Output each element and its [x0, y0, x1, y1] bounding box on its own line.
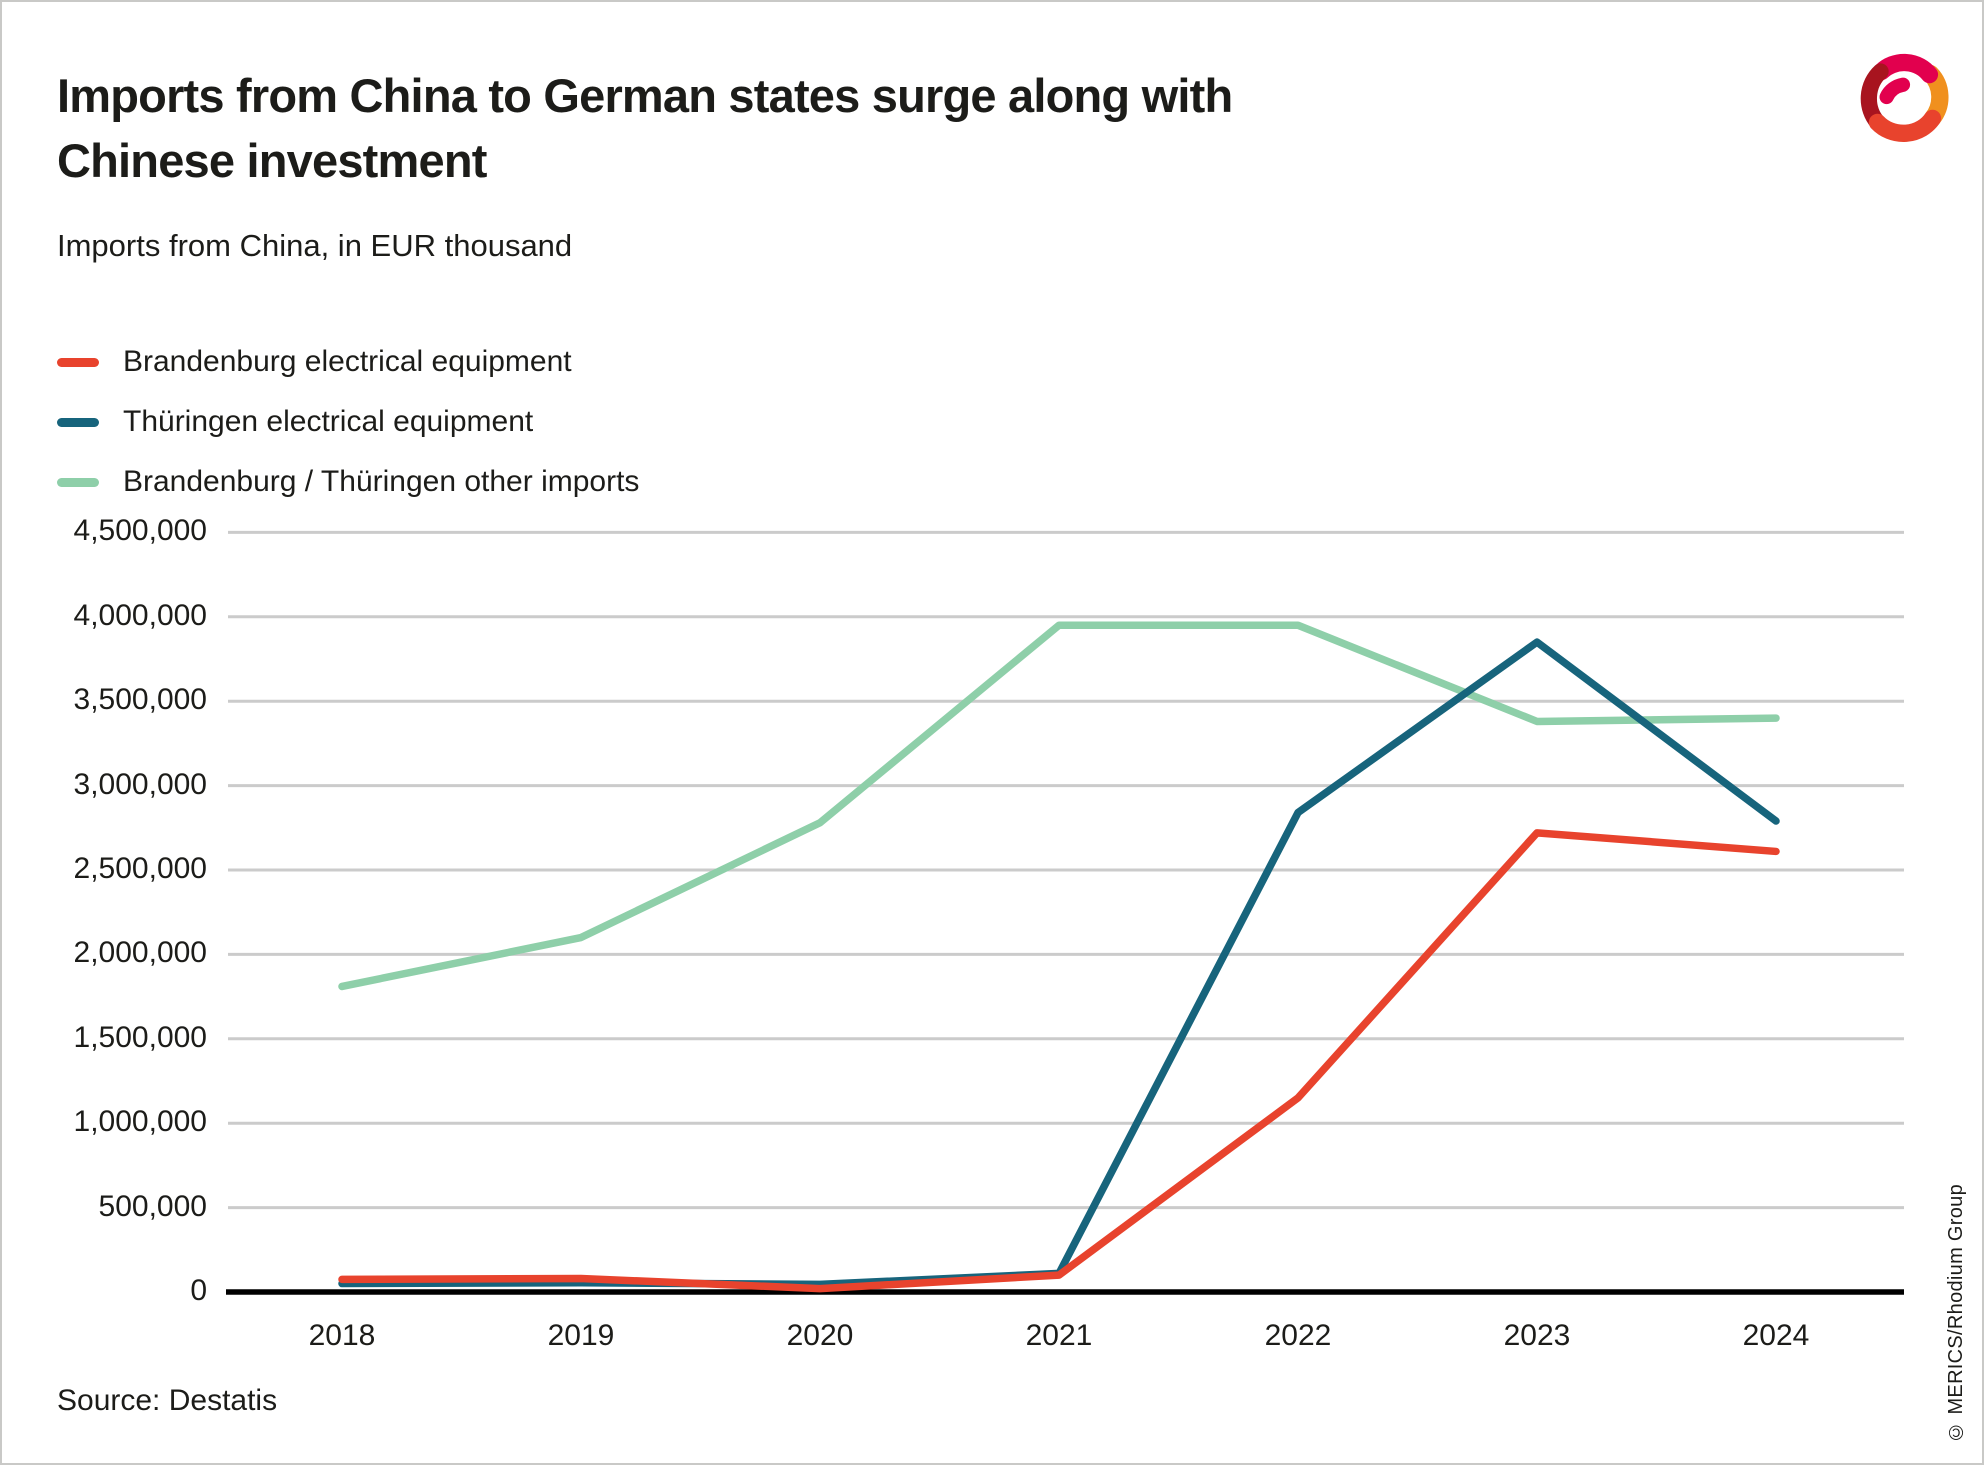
title-line-2: Chinese investment — [57, 133, 487, 187]
copyright-note: © MERICS/Rhodium Group — [1945, 1184, 1967, 1443]
series-line-1 — [338, 829, 1780, 1293]
y-tick-label: 2,500,000 — [73, 852, 207, 885]
x-tick-label: 2019 — [547, 1319, 615, 1352]
chart-legend: Brandenburg electrical equipment Thüringe… — [57, 332, 639, 512]
legend-swatch-icon — [57, 417, 99, 427]
legend-swatch-icon — [57, 477, 99, 487]
x-tick-label: 2020 — [786, 1319, 854, 1352]
merics-logo-icon — [1860, 53, 1949, 142]
y-tick-label: 4,500,000 — [73, 514, 207, 548]
page-title: Imports from China to German states surg… — [57, 64, 1233, 194]
y-tick-label: 2,000,000 — [73, 936, 207, 970]
x-tick-label: 2022 — [1264, 1319, 1332, 1352]
legend-item-2: Thüringen electrical equipment — [57, 392, 639, 452]
legend-item-3: Brandenburg / Thüringen other imports — [57, 452, 639, 512]
y-tick-label: 0 — [190, 1274, 207, 1307]
series-line-2 — [338, 638, 1780, 1289]
legend-label: Brandenburg electrical equipment — [123, 345, 572, 378]
x-tick-label: 2023 — [1503, 1319, 1571, 1352]
y-tick-label: 1,000,000 — [73, 1105, 207, 1139]
x-tick-label: 2024 — [1742, 1319, 1810, 1352]
legend-item-1: Brandenburg electrical equipment — [57, 332, 639, 392]
legend-swatch-icon — [57, 357, 99, 367]
chart-subtitle: Imports from China, in EUR thousand — [57, 228, 573, 263]
series-line-3 — [338, 621, 1780, 991]
y-tick-label: 4,000,000 — [73, 598, 207, 632]
y-tick-label: 500,000 — [98, 1189, 207, 1223]
x-tick-label: 2018 — [308, 1319, 376, 1352]
y-tick-label: 3,500,000 — [73, 683, 207, 717]
title-line-1: Imports from China to German states surg… — [57, 69, 1233, 122]
y-tick-label: 3,000,000 — [73, 767, 207, 801]
legend-label: Thüringen electrical equipment — [123, 405, 534, 438]
x-tick-label: 2021 — [1025, 1319, 1093, 1352]
source-note: Source: Destatis — [57, 1384, 278, 1417]
y-tick-label: 1,500,000 — [73, 1020, 207, 1054]
legend-label: Brandenburg / Thüringen other imports — [123, 465, 640, 498]
